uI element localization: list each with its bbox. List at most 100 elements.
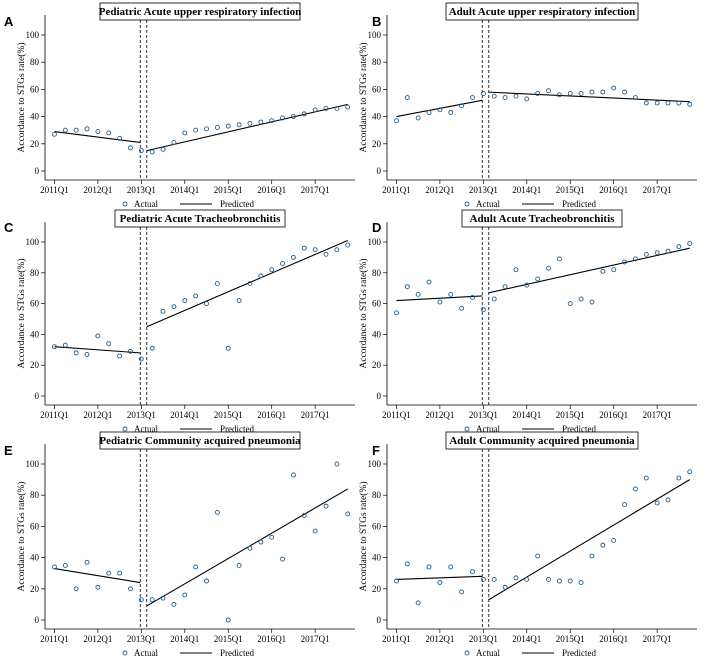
actual-point bbox=[600, 542, 606, 548]
actual-point bbox=[426, 564, 432, 570]
y-tick-label: 0 bbox=[377, 615, 382, 625]
actual-point bbox=[149, 149, 155, 155]
actual-point bbox=[171, 139, 177, 145]
x-tick-label: 2016Q1 bbox=[257, 410, 286, 420]
y-tick-label: 80 bbox=[30, 490, 40, 500]
panel-letter: D bbox=[372, 220, 381, 235]
x-tick-label: 2012Q1 bbox=[83, 185, 112, 195]
y-tick-label: 80 bbox=[30, 57, 40, 67]
actual-point bbox=[513, 267, 519, 273]
y-tick-label: 20 bbox=[372, 139, 382, 149]
actual-point bbox=[687, 101, 693, 107]
actual-point bbox=[225, 123, 231, 129]
predicted-line bbox=[396, 575, 483, 580]
actual-point bbox=[491, 576, 497, 582]
actual-point bbox=[393, 578, 399, 584]
actual-point bbox=[258, 119, 264, 125]
actual-point bbox=[225, 345, 231, 351]
y-tick-label: 40 bbox=[372, 553, 382, 563]
predicted-line bbox=[146, 239, 348, 328]
y-tick-label: 40 bbox=[372, 329, 382, 339]
actual-point bbox=[73, 350, 79, 356]
x-tick-label: 2015Q1 bbox=[556, 185, 585, 195]
x-tick-label: 2017Q1 bbox=[301, 410, 330, 420]
actual-point bbox=[84, 351, 90, 357]
actual-point bbox=[117, 570, 123, 576]
actual-point bbox=[334, 105, 340, 111]
actual-point bbox=[459, 103, 465, 109]
actual-point bbox=[524, 96, 530, 102]
actual-point bbox=[676, 100, 682, 106]
actual-point bbox=[182, 298, 188, 303]
y-axis-label: Accordance to STGs rate(%) bbox=[16, 259, 27, 369]
actual-point bbox=[567, 578, 573, 584]
x-tick-label: 2017Q1 bbox=[643, 185, 672, 195]
actual-point bbox=[524, 576, 530, 582]
actual-point bbox=[312, 107, 318, 113]
actual-point bbox=[491, 296, 497, 302]
predicted-line bbox=[488, 479, 691, 601]
x-tick-label: 2015Q1 bbox=[556, 634, 585, 644]
actual-point bbox=[323, 251, 329, 257]
actual-point bbox=[204, 301, 209, 307]
actual-point bbox=[600, 268, 606, 274]
actual-point bbox=[84, 559, 90, 565]
title-box bbox=[99, 2, 301, 21]
y-tick-label: 0 bbox=[377, 391, 382, 401]
legend-label-predicted: Predicted bbox=[562, 199, 596, 209]
x-tick-label: 2016Q1 bbox=[599, 634, 628, 644]
chart-title: Adult Acute Tracheobronchitis bbox=[470, 213, 616, 225]
x-tick-label: 2011Q1 bbox=[40, 634, 69, 644]
actual-point bbox=[214, 125, 220, 130]
actual-point bbox=[95, 333, 101, 339]
actual-point bbox=[95, 584, 101, 590]
legend-marker-actual bbox=[122, 201, 128, 207]
y-tick-label: 20 bbox=[30, 360, 40, 370]
actual-point bbox=[437, 299, 443, 305]
y-tick-label: 0 bbox=[35, 166, 40, 176]
actual-point bbox=[502, 584, 508, 590]
legend-label-actual: Actual bbox=[476, 199, 500, 209]
actual-point bbox=[280, 261, 286, 267]
predicted-line bbox=[488, 91, 690, 103]
actual-point bbox=[290, 114, 296, 120]
predicted-line bbox=[146, 488, 349, 607]
actual-point bbox=[269, 118, 275, 124]
x-tick-label: 2013Q1 bbox=[127, 410, 156, 420]
legend-label-predicted: Predicted bbox=[220, 648, 254, 658]
actual-point bbox=[676, 475, 682, 481]
predicted-line bbox=[488, 247, 690, 294]
actual-point bbox=[301, 513, 307, 518]
x-tick-label: 2012Q1 bbox=[425, 634, 454, 644]
actual-point bbox=[117, 135, 123, 141]
y-tick-label: 20 bbox=[372, 360, 382, 370]
actual-point bbox=[301, 245, 307, 251]
y-axis-label: Accordance to STGs rate(%) bbox=[358, 259, 369, 369]
actual-point bbox=[513, 575, 519, 581]
legend-marker-actual bbox=[122, 650, 128, 656]
actual-point bbox=[290, 472, 296, 478]
y-tick-label: 100 bbox=[368, 459, 382, 469]
y-tick-label: 100 bbox=[26, 237, 40, 247]
x-tick-label: 2012Q1 bbox=[83, 410, 112, 420]
y-tick-label: 60 bbox=[30, 299, 40, 309]
actual-point bbox=[535, 91, 541, 96]
actual-point bbox=[84, 126, 90, 132]
actual-point bbox=[491, 93, 497, 99]
actual-point bbox=[632, 95, 638, 101]
x-tick-label: 2016Q1 bbox=[599, 185, 628, 195]
actual-point bbox=[480, 91, 486, 96]
y-tick-label: 80 bbox=[372, 490, 382, 500]
y-tick-label: 0 bbox=[35, 391, 40, 401]
x-tick-label: 2013Q1 bbox=[127, 185, 156, 195]
actual-point bbox=[301, 111, 307, 117]
panel-a: A 0 20 40 60 80 100 2011Q1 2012Q1 2013Q1 2014Q1 201… bbox=[4, 2, 355, 209]
legend-label-actual: Actual bbox=[134, 424, 158, 434]
actual-point bbox=[323, 503, 329, 509]
legend-marker-actual bbox=[122, 426, 128, 432]
actual-point bbox=[632, 486, 638, 492]
actual-point bbox=[171, 304, 177, 310]
y-tick-label: 60 bbox=[372, 521, 382, 531]
actual-point bbox=[480, 307, 486, 313]
